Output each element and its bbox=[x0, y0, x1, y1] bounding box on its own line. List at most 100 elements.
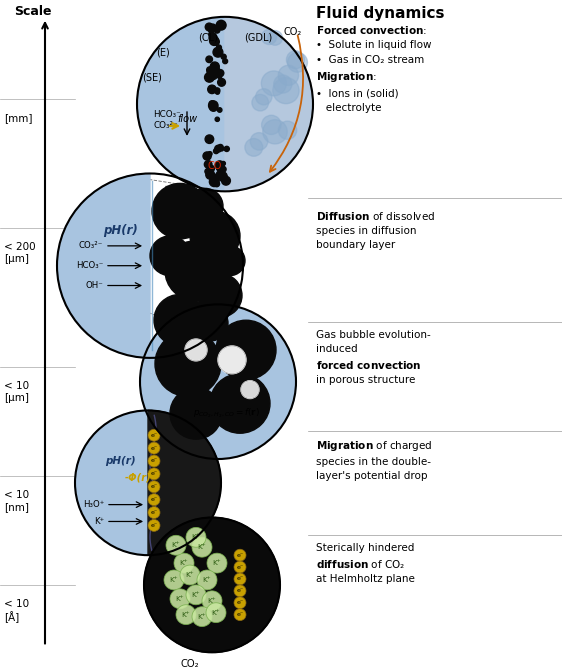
Circle shape bbox=[150, 236, 190, 276]
Circle shape bbox=[148, 455, 160, 467]
Text: < 10
[Å]: < 10 [Å] bbox=[4, 599, 29, 624]
Circle shape bbox=[210, 62, 219, 71]
Text: -Φ(r): -Φ(r) bbox=[125, 473, 151, 483]
Circle shape bbox=[234, 585, 246, 597]
Text: K⁺: K⁺ bbox=[192, 535, 200, 541]
Circle shape bbox=[165, 241, 225, 300]
Circle shape bbox=[209, 31, 215, 37]
Text: K⁺: K⁺ bbox=[198, 545, 206, 550]
Circle shape bbox=[217, 145, 223, 150]
Circle shape bbox=[212, 38, 219, 45]
Wedge shape bbox=[75, 410, 148, 555]
Circle shape bbox=[252, 94, 269, 111]
Circle shape bbox=[205, 161, 212, 168]
Circle shape bbox=[203, 152, 211, 160]
Circle shape bbox=[197, 570, 217, 590]
Circle shape bbox=[176, 605, 196, 625]
Circle shape bbox=[210, 374, 270, 434]
Circle shape bbox=[216, 165, 223, 171]
Circle shape bbox=[256, 89, 272, 105]
Text: OH⁻: OH⁻ bbox=[85, 281, 103, 290]
Circle shape bbox=[215, 145, 221, 152]
Text: flow: flow bbox=[177, 114, 197, 124]
Circle shape bbox=[221, 161, 225, 165]
Text: K⁺: K⁺ bbox=[182, 611, 191, 617]
Circle shape bbox=[148, 506, 160, 518]
Circle shape bbox=[221, 54, 226, 60]
Text: $p_{CO_2,H_2,CO}=f(\mathbf{r})$: $p_{CO_2,H_2,CO}=f(\mathbf{r})$ bbox=[193, 407, 260, 420]
Circle shape bbox=[234, 609, 246, 621]
Circle shape bbox=[206, 56, 212, 63]
Text: K⁺: K⁺ bbox=[171, 543, 180, 549]
Circle shape bbox=[245, 138, 263, 157]
Circle shape bbox=[198, 274, 242, 317]
Circle shape bbox=[144, 518, 280, 652]
Text: e⁻: e⁻ bbox=[237, 565, 243, 569]
Text: e⁻: e⁻ bbox=[151, 458, 157, 464]
Circle shape bbox=[185, 339, 207, 361]
Text: Gas bubble evolution-
induced
$\bf{forced\ convection}$
in porous structure: Gas bubble evolution- induced $\bf{force… bbox=[316, 330, 430, 385]
Circle shape bbox=[215, 88, 220, 93]
Circle shape bbox=[221, 177, 230, 185]
Circle shape bbox=[263, 120, 287, 144]
Text: e⁻: e⁻ bbox=[237, 577, 243, 581]
Circle shape bbox=[209, 71, 217, 80]
Circle shape bbox=[261, 71, 287, 96]
Circle shape bbox=[170, 589, 190, 609]
Text: e⁻: e⁻ bbox=[151, 510, 157, 515]
Circle shape bbox=[186, 585, 206, 605]
Text: K⁺: K⁺ bbox=[170, 577, 178, 583]
Text: (SE): (SE) bbox=[142, 72, 162, 82]
Circle shape bbox=[218, 172, 227, 181]
Circle shape bbox=[214, 149, 219, 154]
Circle shape bbox=[208, 85, 216, 94]
Text: pH(r): pH(r) bbox=[105, 456, 135, 466]
Circle shape bbox=[205, 135, 214, 143]
Circle shape bbox=[192, 305, 228, 341]
Text: K⁺: K⁺ bbox=[185, 572, 194, 578]
Circle shape bbox=[217, 70, 224, 77]
Text: Scale: Scale bbox=[14, 5, 52, 18]
Circle shape bbox=[217, 78, 225, 86]
Text: K⁺: K⁺ bbox=[180, 560, 188, 566]
Circle shape bbox=[287, 51, 305, 69]
Circle shape bbox=[148, 481, 160, 492]
Circle shape bbox=[215, 161, 224, 170]
Text: K⁺: K⁺ bbox=[192, 592, 200, 598]
Text: < 200
[μm]: < 200 [μm] bbox=[4, 242, 35, 264]
Text: e⁻: e⁻ bbox=[151, 523, 157, 528]
Text: Sterically hindered
$\bf{diffusion}$ of CO₂
at Helmholtz plane: Sterically hindered $\bf{diffusion}$ of … bbox=[316, 543, 415, 584]
Text: e⁻: e⁻ bbox=[151, 497, 157, 502]
Circle shape bbox=[262, 115, 281, 134]
Circle shape bbox=[187, 189, 223, 224]
Circle shape bbox=[155, 331, 221, 397]
Text: e⁻: e⁻ bbox=[237, 600, 243, 605]
Circle shape bbox=[205, 72, 214, 82]
Circle shape bbox=[164, 570, 184, 590]
Text: e⁻: e⁻ bbox=[151, 433, 157, 438]
Text: HCO₃⁻
CO₃²⁻: HCO₃⁻ CO₃²⁻ bbox=[153, 110, 181, 130]
Circle shape bbox=[209, 101, 215, 106]
Text: K⁺: K⁺ bbox=[94, 517, 104, 526]
Circle shape bbox=[202, 591, 222, 611]
Circle shape bbox=[216, 45, 221, 50]
Text: K⁺: K⁺ bbox=[212, 609, 220, 615]
Text: $\bf{Migration}$ of charged
species in the double-
layer's potential drop: $\bf{Migration}$ of charged species in t… bbox=[316, 439, 433, 481]
Circle shape bbox=[278, 66, 298, 86]
Circle shape bbox=[214, 181, 220, 187]
Circle shape bbox=[219, 147, 224, 151]
Circle shape bbox=[278, 121, 297, 139]
Circle shape bbox=[261, 29, 277, 45]
Text: $\bf{Diffusion}$ of dissolved
species in diffusion
boundary layer: $\bf{Diffusion}$ of dissolved species in… bbox=[316, 210, 435, 250]
Circle shape bbox=[223, 59, 228, 64]
Circle shape bbox=[205, 23, 213, 31]
Wedge shape bbox=[148, 410, 221, 555]
Circle shape bbox=[215, 90, 220, 94]
Circle shape bbox=[186, 527, 206, 547]
Circle shape bbox=[148, 442, 160, 454]
Circle shape bbox=[234, 597, 246, 609]
Text: K⁺: K⁺ bbox=[198, 613, 206, 619]
Circle shape bbox=[140, 304, 296, 459]
Text: K⁺: K⁺ bbox=[176, 596, 184, 602]
Circle shape bbox=[180, 565, 200, 585]
